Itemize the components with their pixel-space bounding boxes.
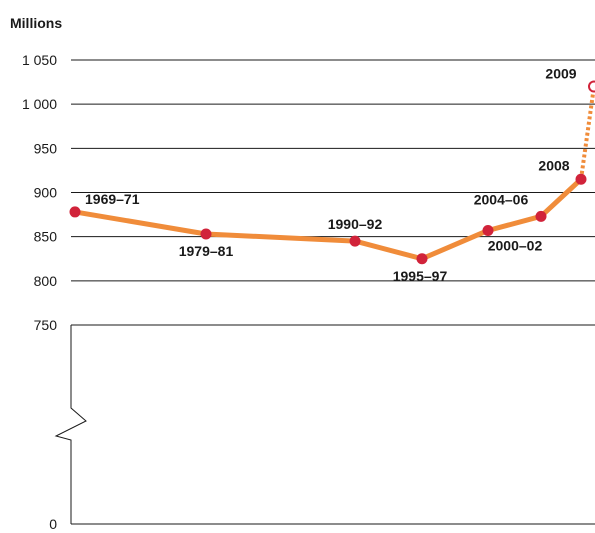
data-point <box>69 206 81 218</box>
projected-segment <box>579 86 595 180</box>
line-segment <box>419 227 491 262</box>
y-tick-label: 900 <box>34 185 58 201</box>
y-tick-label: 750 <box>34 317 58 333</box>
y-tick-label: 1 050 <box>22 52 57 68</box>
data-label: 2009 <box>545 66 576 82</box>
y-tick-label: 1 000 <box>22 96 57 112</box>
data-labels: 1969–71 1979–81 1990–92 1995–97 2000–02 2004–… <box>85 66 577 284</box>
data-label: 1979–81 <box>179 243 234 259</box>
line-segment <box>352 238 425 262</box>
line-segment <box>485 213 544 233</box>
y-tick-label: 850 <box>34 229 58 245</box>
line-segment <box>203 231 358 244</box>
projected-point <box>588 80 595 93</box>
data-point <box>482 224 494 236</box>
data-point <box>200 228 212 240</box>
grid-lines <box>71 59 595 525</box>
data-point <box>349 235 361 247</box>
data-point <box>416 253 428 265</box>
y-axis-label: Millions <box>10 15 62 31</box>
data-points <box>69 80 595 265</box>
line-segment <box>538 176 584 219</box>
y-tick-label: 0 <box>49 516 57 532</box>
data-point <box>575 173 587 185</box>
y-tick-label: 800 <box>34 273 58 289</box>
data-point <box>535 210 547 222</box>
data-label: 2008 <box>538 157 569 173</box>
data-label: 2000–02 <box>488 237 543 253</box>
data-label: 1995–97 <box>393 268 448 284</box>
data-label: 1969–71 <box>85 191 140 207</box>
y-tick-label: 950 <box>34 140 58 156</box>
series-line <box>72 86 595 262</box>
y-tick-labels: 1 050 1 000 950 900 850 800 750 0 <box>22 52 57 532</box>
y-axis-lower-segment <box>54 325 87 524</box>
line-segment <box>72 209 209 237</box>
data-label: 1990–92 <box>328 216 383 232</box>
data-label: 2004–06 <box>474 191 529 207</box>
